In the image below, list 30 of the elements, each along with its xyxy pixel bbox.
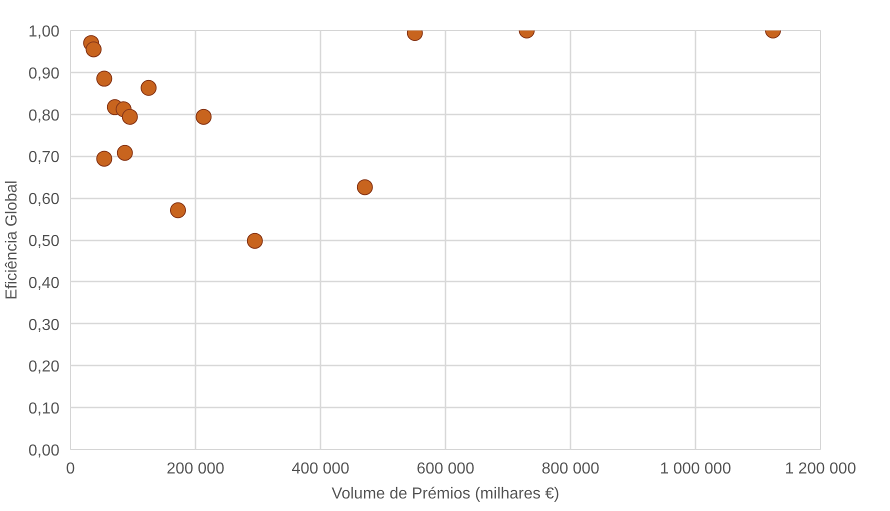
point xyxy=(356,179,373,196)
y-tick-label: 0,20 xyxy=(28,358,60,376)
y-tick-label: 0,70 xyxy=(28,149,60,166)
y-tick-label: 0,60 xyxy=(28,191,60,208)
y-tick-label: 0,00 xyxy=(28,442,60,460)
x-tick-label: 600 000 xyxy=(416,460,475,478)
x-tick-label: 0 xyxy=(66,460,76,478)
y-tick-label: 0,30 xyxy=(28,316,60,334)
x-tick-label: 1 200 000 xyxy=(784,460,856,478)
x-axis-title: Volume de Prémios (milhares €) xyxy=(332,486,560,502)
x-tick-label: 1 000 000 xyxy=(660,460,732,478)
point xyxy=(246,232,263,249)
point xyxy=(196,108,212,125)
y-tick-label: 0,10 xyxy=(28,400,60,418)
y-axis-title: Eficiência Global xyxy=(3,180,20,300)
y-tick-label: 0,50 xyxy=(28,233,60,250)
point xyxy=(96,70,112,87)
x-tick-label: 800 000 xyxy=(542,460,600,478)
y-tick-label: 0,40 xyxy=(28,274,60,292)
point xyxy=(86,41,102,58)
x-tick-label: 200 000 xyxy=(166,460,225,478)
point xyxy=(122,108,138,125)
point xyxy=(96,150,112,167)
y-tick-label: 0,90 xyxy=(28,65,60,82)
point xyxy=(140,80,157,96)
point xyxy=(170,202,186,218)
x-tick-label: 400 000 xyxy=(292,460,350,478)
y-tick-label: 1,00 xyxy=(28,24,60,40)
point xyxy=(116,144,133,161)
y-tick-label: 0,80 xyxy=(28,107,60,124)
